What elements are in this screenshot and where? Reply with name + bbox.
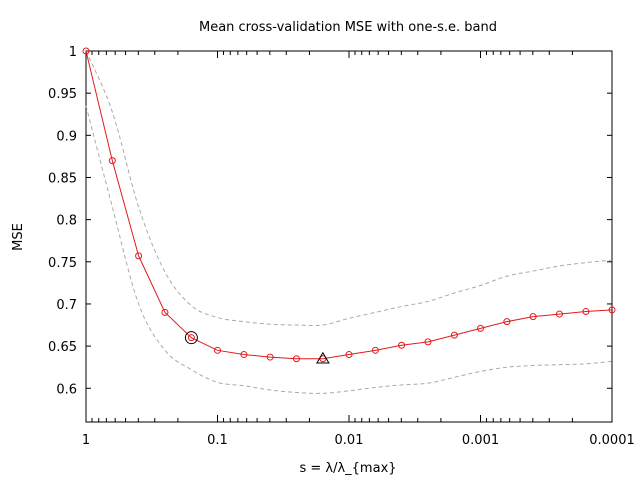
mean-mse-point [82,47,90,55]
y-tick-label: 0.7 [56,298,77,313]
plot-area: 1 0.95 0.9 0.85 0.8 0.75 0.7 0.65 0.6 1 0.1 0.01 0.0… [48,45,635,448]
mean-mse-point [240,351,248,359]
plot-frame [85,50,613,423]
mean-mse-point [108,157,116,165]
mean-mse-line [85,50,613,360]
mean-mse-point [371,346,379,354]
mean-mse-point [555,310,563,318]
x-tick-label: 1 [82,433,90,448]
mean-mse-point [398,341,406,349]
y-tick-label: 0.8 [56,214,77,229]
se-band-line-1 [85,105,613,394]
x-tick-label: 0.001 [462,433,499,448]
mean-mse-point [503,318,511,326]
mean-mse-point [161,308,169,316]
min-mse-triangle-marker [316,351,330,364]
mean-mse-point [477,324,484,332]
y-tick-label: 0.65 [48,340,77,355]
y-tick-label: 1 [69,45,77,60]
y-axis-label: MSE [11,223,26,251]
chart-title: Mean cross-validation MSE with one-s.e. … [199,20,497,35]
mean-mse-point [582,308,590,316]
mean-mse-point [345,351,353,359]
y-tick-label: 0.6 [56,382,77,397]
x-tick-label: 0.1 [207,433,228,448]
mean-mse-point [135,252,143,260]
mean-mse-point [266,353,274,361]
x-tick-label: 0.0001 [589,433,635,448]
y-tick-label: 0.9 [56,129,77,144]
mean-mse-point [187,334,195,342]
y-tick-label: 0.75 [48,256,77,271]
one-se-circle-marker [184,331,198,345]
mean-mse-point [292,355,300,363]
x-axis-label: s = λ/λ_{max} [299,461,396,476]
x-tick-label: 0.01 [335,433,364,448]
mean-mse-point [424,338,432,346]
y-tick-label: 0.85 [48,171,77,186]
mean-mse-point [214,346,221,354]
se-band-line-2 [85,50,613,327]
y-tick-label: 0.95 [48,87,77,102]
mean-mse-point [450,331,458,339]
mean-mse-point [608,306,616,314]
mean-mse-point [529,313,537,321]
